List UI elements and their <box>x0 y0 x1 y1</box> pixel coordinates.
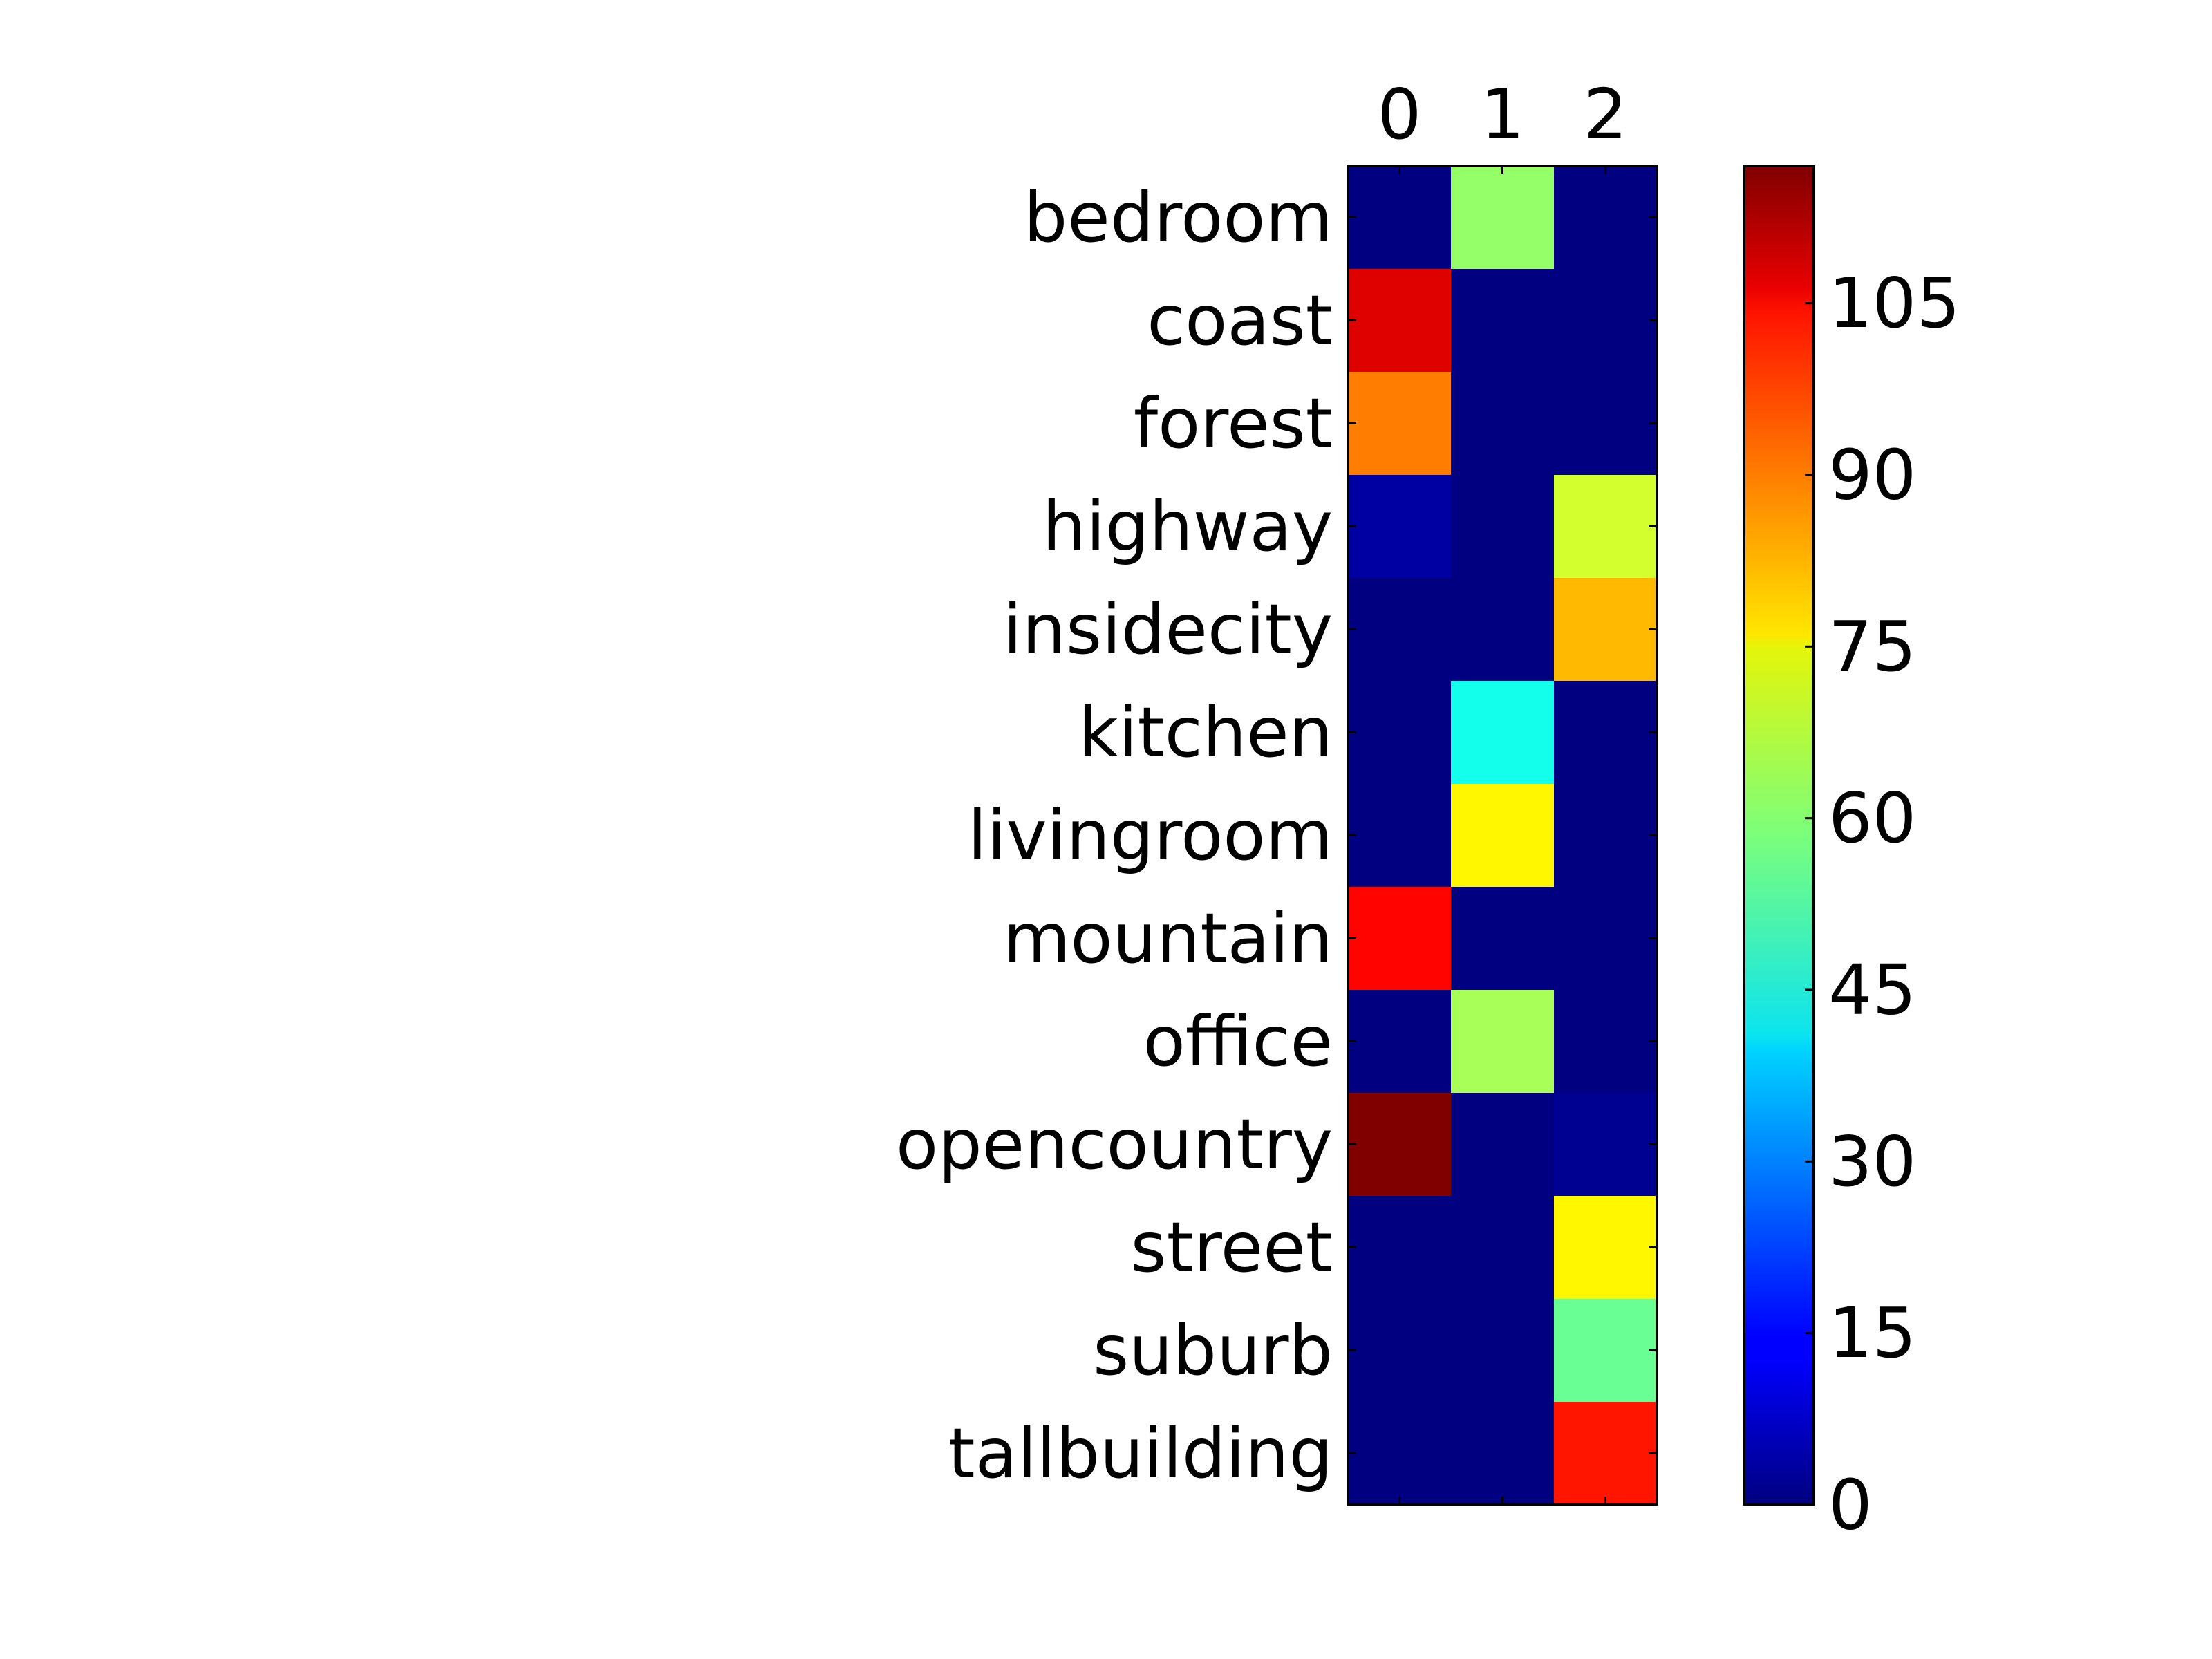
heatmap-cell-tallbuilding-1 <box>1451 1402 1555 1506</box>
row-label: kitchen <box>1078 692 1333 773</box>
heatmap-cell-kitchen-0 <box>1348 681 1452 785</box>
heatmap-cell-forest-1 <box>1451 372 1555 476</box>
heatmap-cell-livingroom-1 <box>1451 784 1555 888</box>
heatmap-cell-coast-2 <box>1554 269 1658 373</box>
row-label: opencountry <box>896 1104 1333 1185</box>
colorbar-border <box>1743 165 1815 1506</box>
colorbar: 0 15 30 45 60 75 90 105 <box>1743 165 1960 1546</box>
heatmap-cell-insidecity-0 <box>1348 578 1452 682</box>
heatmap-cell-suburb-0 <box>1348 1299 1452 1403</box>
heatmap-cell-bedroom-0 <box>1348 166 1452 270</box>
heatmap-cell-highway-1 <box>1451 475 1555 579</box>
heatmap-cell-coast-1 <box>1451 269 1555 373</box>
heatmap-cell-street-0 <box>1348 1196 1452 1300</box>
colorbar-tick-label: 15 <box>1828 1293 1916 1374</box>
column-label: 0 <box>1378 74 1422 155</box>
colorbar-tick-label: 105 <box>1828 263 1960 344</box>
row-label: insidecity <box>1003 589 1333 670</box>
row-label: street <box>1131 1207 1333 1288</box>
colorbar-tick-label: 60 <box>1828 778 1916 859</box>
heatmap-cell-tallbuilding-0 <box>1348 1402 1452 1506</box>
heatmap-cell-office-2 <box>1554 990 1658 1094</box>
heatmap-cells <box>1348 166 1658 1506</box>
heatmap-cell-bedroom-1 <box>1451 166 1555 270</box>
heatmap-cell-forest-0 <box>1348 372 1452 476</box>
heatmap-cell-insidecity-1 <box>1451 578 1555 682</box>
heatmap-cell-bedroom-2 <box>1554 166 1658 270</box>
heatmap-frame <box>1347 165 1658 1506</box>
row-label: forest <box>1134 383 1333 464</box>
colorbar-gradient <box>1744 166 1813 1505</box>
heatmap-cell-opencountry-1 <box>1451 1093 1555 1197</box>
heatmap-cell-kitchen-2 <box>1554 681 1658 785</box>
row-label: bedroom <box>1024 177 1333 258</box>
heatmap-cell-opencountry-2 <box>1554 1093 1658 1197</box>
row-label: highway <box>1042 486 1333 567</box>
colorbar-tick-label: 45 <box>1828 950 1916 1031</box>
column-label: 1 <box>1481 74 1525 155</box>
heatmap-cell-opencountry-0 <box>1348 1093 1452 1197</box>
colorbar-tick-label: 75 <box>1828 606 1916 687</box>
heatmap-cell-street-2 <box>1554 1196 1658 1300</box>
heatmap-cell-street-1 <box>1451 1196 1555 1300</box>
heatmap-cell-highway-2 <box>1554 475 1658 579</box>
heatmap-cell-highway-0 <box>1348 475 1452 579</box>
heatmap-cell-tallbuilding-2 <box>1554 1402 1658 1506</box>
heatmap-cell-forest-2 <box>1554 372 1658 476</box>
colorbar-tick-label: 30 <box>1828 1121 1916 1202</box>
row-label: mountain <box>1003 898 1333 979</box>
colorbar-tick-label: 0 <box>1828 1465 1873 1546</box>
heatmap-cell-suburb-1 <box>1451 1299 1555 1403</box>
heatmap-cell-mountain-2 <box>1554 887 1658 991</box>
row-labels: bedroom coast forest highway insidecity kitch… <box>896 177 1333 1494</box>
heatmap-cell-insidecity-2 <box>1554 578 1658 682</box>
row-label: office <box>1143 1001 1333 1082</box>
column-label: 2 <box>1584 74 1628 155</box>
heatmap-cell-mountain-0 <box>1348 887 1452 991</box>
heatmap-cell-office-1 <box>1451 990 1555 1094</box>
row-label: coast <box>1147 280 1333 361</box>
heatmap-cell-office-0 <box>1348 990 1452 1094</box>
colorbar-tick-label: 90 <box>1828 435 1916 516</box>
heatmap-cell-mountain-1 <box>1451 887 1555 991</box>
row-label: livingroom <box>968 795 1333 876</box>
heatmap-cell-coast-0 <box>1348 269 1452 373</box>
row-label: tallbuilding <box>948 1413 1333 1494</box>
heatmap-cell-kitchen-1 <box>1451 681 1555 785</box>
heatmap-cell-livingroom-0 <box>1348 784 1452 888</box>
heatmap-cell-suburb-2 <box>1554 1299 1658 1403</box>
heatmap-cell-livingroom-2 <box>1554 784 1658 888</box>
row-label: suburb <box>1093 1310 1333 1391</box>
